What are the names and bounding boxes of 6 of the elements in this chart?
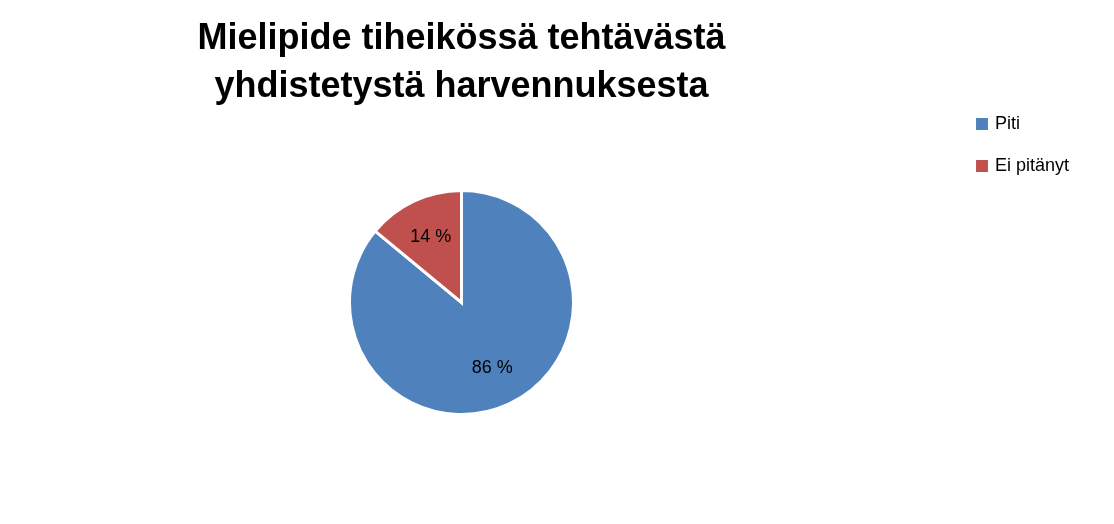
pie-slice bbox=[348, 189, 575, 416]
data-label: 14 % bbox=[410, 226, 452, 247]
legend-label: Piti bbox=[995, 113, 1021, 133]
legend-label: Ei pitänyt bbox=[995, 155, 1070, 175]
chart-title: Mielipide tiheikössä tehtävästä yhdistetystä harvennuksesta bbox=[197, 16, 727, 105]
data-label: 86 % bbox=[471, 356, 513, 377]
